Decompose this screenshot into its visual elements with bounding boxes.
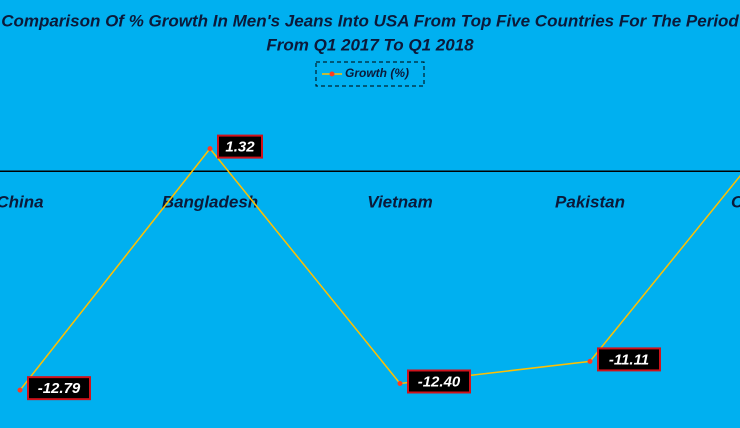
x-tick-label: Vietnam — [367, 192, 433, 211]
x-tick-label: C — [731, 192, 740, 211]
data-label: 1.32 — [225, 139, 255, 156]
legend-label: Growth (%) — [345, 66, 409, 80]
marker — [587, 358, 593, 364]
data-label-box — [217, 134, 263, 159]
chart-subtitle: From Q1 2017 To Q1 2018 — [266, 35, 474, 54]
x-tick-label: Bangladesh — [162, 192, 258, 211]
legend-box — [315, 61, 425, 87]
data-label-box — [597, 347, 661, 372]
x-tick-label: Pakistan — [555, 192, 625, 211]
data-label: -12.40 — [418, 373, 461, 390]
data-label-box — [407, 369, 471, 394]
legend-marker — [329, 71, 335, 77]
x-tick-label: China — [0, 192, 44, 211]
marker — [207, 146, 213, 152]
data-label: -11.11 — [609, 351, 649, 368]
marker — [17, 387, 23, 393]
chart-title: Comparison Of % Growth In Men's Jeans In… — [1, 11, 739, 30]
data-label-box — [27, 376, 91, 401]
marker — [397, 380, 403, 386]
data-label: -12.79 — [38, 380, 81, 397]
